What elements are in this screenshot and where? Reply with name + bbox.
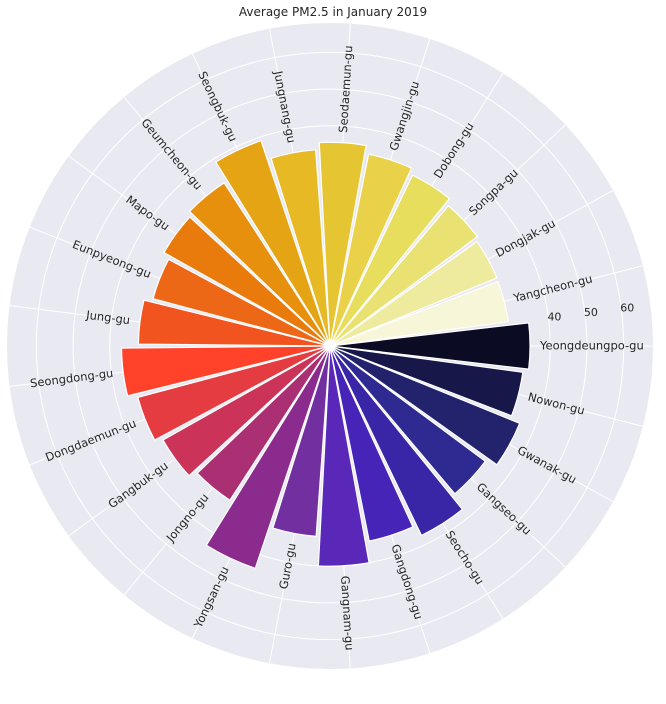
radial-tick-label: 40 — [547, 311, 561, 324]
category-label: Jung-gu — [85, 308, 131, 328]
bar — [329, 153, 413, 347]
bars-layer — [120, 139, 531, 570]
radial-tick-label: 60 — [620, 301, 634, 314]
bar — [329, 322, 531, 370]
bar — [317, 345, 370, 567]
bar — [162, 345, 331, 477]
ring-gridline — [35, 51, 625, 641]
bar — [329, 345, 521, 466]
ring-gridline — [72, 88, 588, 604]
bar — [272, 345, 331, 538]
bar — [152, 258, 331, 347]
bar — [163, 216, 331, 347]
category-label: Yeongdeungpo-gu — [539, 339, 644, 353]
bar — [329, 240, 498, 347]
bar — [329, 280, 509, 347]
bar — [188, 181, 331, 347]
bar — [329, 345, 487, 495]
bar — [120, 345, 331, 397]
bar — [329, 345, 414, 542]
radial-tick-label: 50 — [584, 306, 598, 319]
bar — [329, 204, 479, 347]
category-label: Seodaemun-gu — [336, 45, 355, 133]
radial-tick-labels: 40 50 60 — [547, 301, 634, 323]
bar — [270, 149, 331, 347]
bar — [329, 345, 524, 417]
bar — [205, 345, 331, 570]
bar — [196, 345, 331, 502]
bar — [137, 345, 331, 441]
bar — [318, 141, 367, 347]
bar — [329, 174, 451, 347]
category-label: Gangnam-gu — [338, 575, 357, 651]
chart-title: Average PM2.5 in January 2019 — [239, 5, 427, 19]
bar — [329, 345, 464, 537]
bar — [137, 299, 331, 347]
bar — [214, 139, 331, 347]
